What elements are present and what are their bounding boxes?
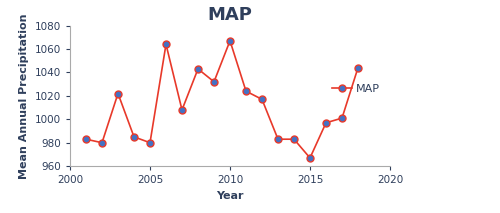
MAP <box>115 92 121 95</box>
MAP <box>275 138 281 141</box>
X-axis label: Year: Year <box>216 191 244 201</box>
MAP <box>243 90 249 92</box>
Y-axis label: Mean Annual Precipitation: Mean Annual Precipitation <box>19 13 29 178</box>
MAP <box>259 98 265 101</box>
MAP <box>83 138 89 141</box>
MAP <box>339 117 345 119</box>
MAP <box>291 138 297 141</box>
MAP <box>99 141 105 144</box>
MAP <box>307 157 313 159</box>
MAP <box>227 40 233 42</box>
MAP <box>323 122 329 124</box>
Line: MAP: MAP <box>82 37 361 161</box>
MAP <box>163 43 169 46</box>
MAP <box>179 109 185 111</box>
MAP <box>355 66 361 69</box>
MAP <box>195 68 201 70</box>
Title: MAP: MAP <box>208 6 252 24</box>
MAP <box>131 136 137 138</box>
MAP <box>211 81 217 83</box>
MAP <box>147 141 153 144</box>
Legend: MAP: MAP <box>327 79 384 98</box>
